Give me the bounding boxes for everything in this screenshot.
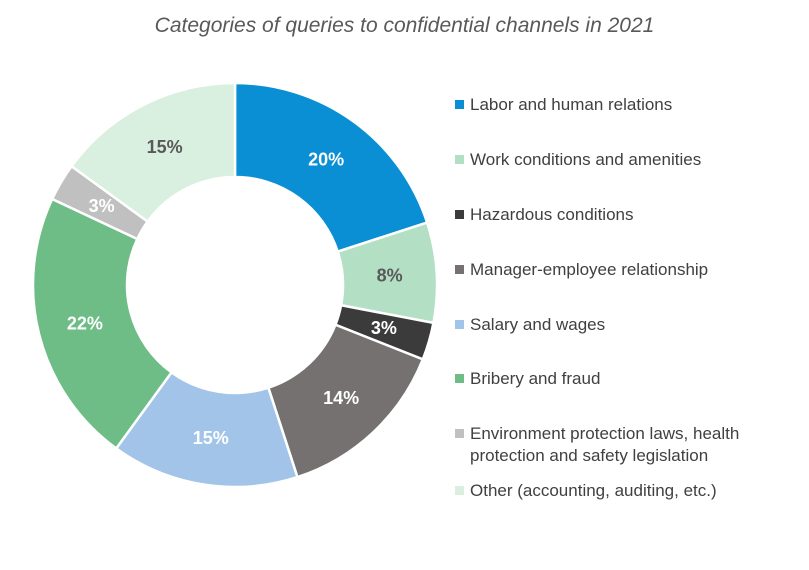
legend-swatch (455, 429, 464, 438)
slice-value-label-7: 3% (89, 196, 115, 216)
donut-slice-4 (266, 323, 425, 479)
legend-swatch (455, 210, 464, 219)
slice-value-label-3: 3% (371, 318, 397, 338)
legend-swatch (455, 100, 464, 109)
donut-slice-8 (69, 81, 237, 224)
slice-value-label-5: 15% (193, 428, 229, 448)
legend-label: Environment protection laws, health prot… (470, 424, 740, 465)
legend-label: Hazardous conditions (470, 205, 634, 224)
legend-item-3: Hazardous conditions (455, 204, 809, 226)
legend-item-4: Manager-employee relationship (455, 259, 809, 281)
chart-title: Categories of queries to confidential ch… (154, 14, 655, 37)
legend-item-5: Salary and wages (455, 314, 809, 336)
legend-swatch (455, 155, 464, 164)
donut-slice-1 (233, 81, 429, 254)
legend-swatch (455, 374, 464, 383)
legend-swatch (455, 320, 464, 329)
slice-value-label-8: 15% (147, 137, 183, 157)
legend-item-6: Bribery and fraud (455, 368, 809, 390)
slice-value-label-2: 8% (377, 265, 403, 285)
legend-swatch (455, 486, 464, 495)
legend-item-2: Work conditions and amenities (455, 149, 809, 171)
slice-value-label-6: 22% (67, 314, 103, 334)
donut-slice-6 (31, 197, 174, 451)
legend-item-7: Environment protection laws, health prot… (455, 423, 809, 467)
legend-label: Bribery and fraud (470, 369, 601, 388)
legend-label: Manager-employee relationship (470, 260, 709, 279)
legend-item-1: Labor and human relations (455, 94, 809, 116)
legend-label: Other (accounting, auditing, etc.) (470, 481, 717, 500)
slice-value-label-1: 20% (308, 150, 344, 170)
legend-item-8: Other (accounting, auditing, etc.) (455, 480, 809, 502)
legend-label: Labor and human relations (470, 95, 673, 114)
slice-value-label-4: 14% (323, 388, 359, 408)
legend-swatch (455, 265, 464, 274)
legend-label: Salary and wages (470, 315, 606, 334)
donut-slice-5 (114, 370, 299, 489)
legend-label: Work conditions and amenities (470, 150, 702, 169)
